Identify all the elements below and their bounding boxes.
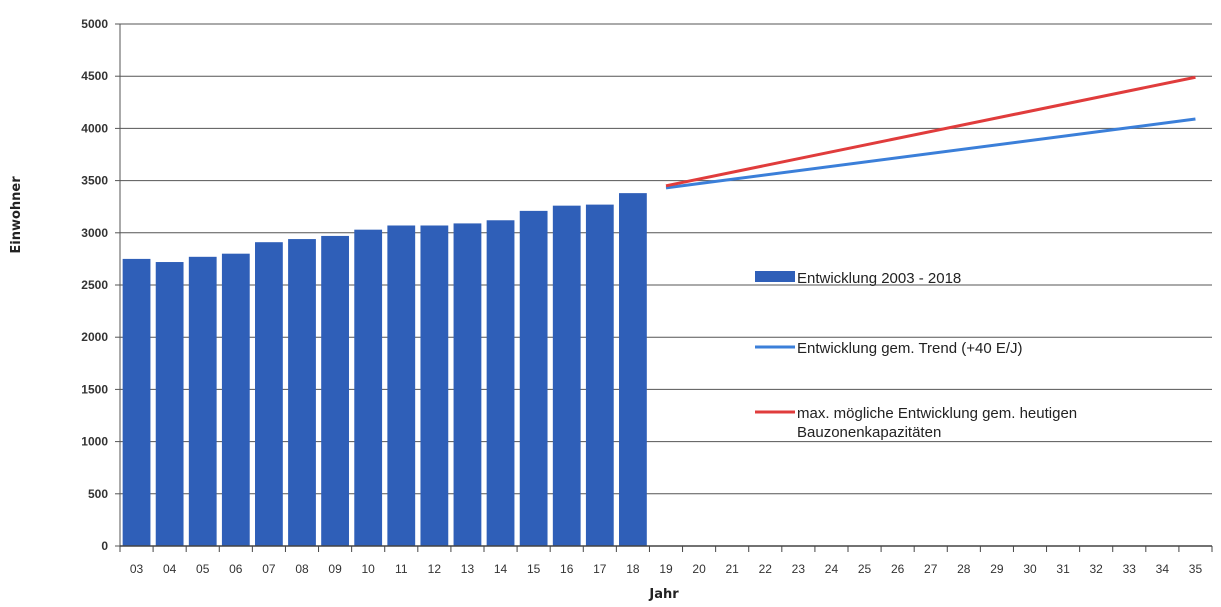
- x-tick-label: 30: [1023, 562, 1037, 576]
- x-tick-label: 26: [891, 562, 905, 576]
- y-tick-label: 4500: [81, 69, 108, 83]
- x-tick-label: 08: [295, 562, 309, 576]
- legend-label: Bauzonenkapazitäten: [797, 424, 941, 441]
- legend-label: Entwicklung gem. Trend (+40 E/J): [797, 340, 1023, 357]
- x-tick-label: 10: [362, 562, 376, 576]
- bar: [221, 253, 250, 546]
- y-tick-label: 2000: [81, 330, 108, 344]
- y-axis-ticks: 0 500 1000 1500 2000 2500 3000 3500 4000 4500 5000: [81, 17, 120, 553]
- x-tick-label: 27: [924, 562, 938, 576]
- x-tick-label: 20: [692, 562, 706, 576]
- bar: [420, 225, 449, 546]
- bar: [188, 256, 217, 546]
- x-tick-label: 03: [130, 562, 144, 576]
- bar: [453, 223, 482, 547]
- bar: [486, 220, 515, 546]
- gridlines: [120, 23, 1212, 495]
- x-tick-label: 25: [858, 562, 872, 576]
- legend-swatch: [755, 271, 795, 282]
- bar: [255, 242, 283, 547]
- x-tick-label: 22: [759, 562, 773, 576]
- line-series: [665, 75, 1196, 190]
- bar: [155, 262, 184, 546]
- y-tick-label: 3500: [81, 174, 108, 188]
- bar: [122, 258, 151, 546]
- x-tick-label: 16: [560, 562, 574, 576]
- x-tick-label: 24: [825, 562, 839, 576]
- x-tick-label: 23: [792, 562, 806, 576]
- bar: [288, 239, 316, 546]
- y-tick-label: 500: [88, 487, 108, 501]
- y-tick-label: 4000: [81, 121, 108, 135]
- x-tick-label: 05: [196, 562, 210, 576]
- x-tick-label: 15: [527, 562, 541, 576]
- x-tick-label: 32: [1090, 562, 1104, 576]
- bar: [585, 204, 614, 546]
- series-line: [665, 117, 1196, 190]
- bar: [619, 193, 647, 547]
- x-axis-ticks: 03 04 05 06 07 08 09 10 11 12 13 14 15 16 17 18 19 20 21 22…: [119, 546, 1213, 576]
- x-tick-label: 06: [229, 562, 243, 576]
- bar: [354, 229, 383, 546]
- x-tick-label: 11: [395, 562, 408, 576]
- x-tick-label: 13: [461, 562, 475, 576]
- x-tick-label: 35: [1189, 562, 1203, 576]
- x-tick-label: 29: [990, 562, 1004, 576]
- x-tick-label: 17: [593, 562, 607, 576]
- x-tick-label: 34: [1156, 562, 1170, 576]
- x-tick-label: 12: [428, 562, 442, 576]
- bar-series: [122, 193, 647, 547]
- x-tick-label: 21: [726, 562, 740, 576]
- legend: Entwicklung 2003 - 2018 Entwicklung gem. …: [755, 270, 1077, 441]
- x-tick-label: 18: [626, 562, 640, 576]
- y-tick-label: 1000: [81, 435, 108, 449]
- y-axis-title: Einwohner: [9, 176, 24, 254]
- axes: [119, 24, 1212, 547]
- x-axis-title: Jahr: [648, 587, 679, 602]
- series-line: [665, 75, 1196, 188]
- x-tick-label: 19: [659, 562, 673, 576]
- y-tick-label: 1500: [81, 382, 108, 396]
- bar: [552, 205, 581, 546]
- y-tick-label: 2500: [81, 278, 108, 292]
- y-tick-label: 0: [101, 539, 108, 553]
- x-tick-label: 14: [494, 562, 508, 576]
- x-tick-label: 28: [957, 562, 971, 576]
- bar: [321, 235, 349, 546]
- bar: [519, 210, 548, 546]
- x-tick-label: 09: [328, 562, 342, 576]
- x-tick-label: 31: [1056, 562, 1070, 576]
- legend-label: max. mögliche Entwicklung gem. heutigen: [797, 405, 1077, 422]
- x-tick-label: 04: [163, 562, 177, 576]
- x-tick-label: 07: [262, 562, 276, 576]
- legend-label: Entwicklung 2003 - 2018: [797, 270, 961, 287]
- y-tick-label: 5000: [81, 17, 108, 31]
- y-tick-label: 3000: [81, 226, 108, 240]
- x-tick-label: 33: [1123, 562, 1137, 576]
- bar: [387, 225, 416, 546]
